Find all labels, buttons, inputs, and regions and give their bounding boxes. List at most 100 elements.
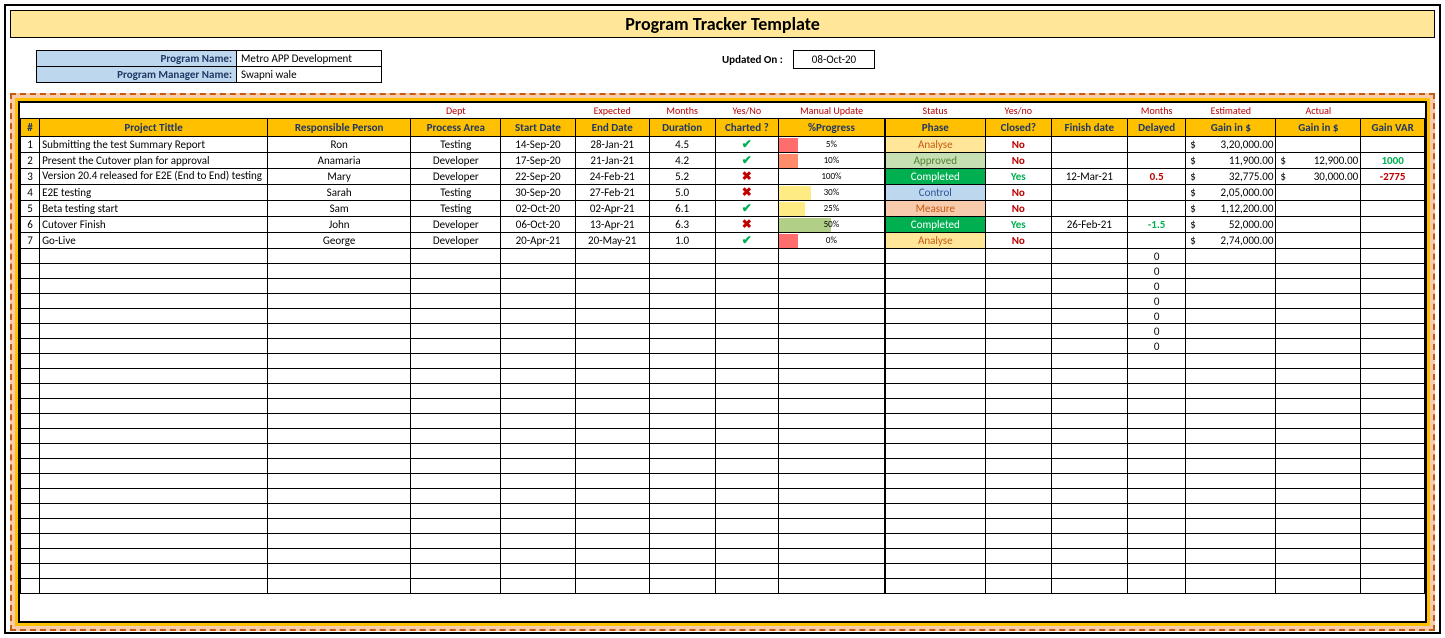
cell-empty[interactable] xyxy=(1276,249,1361,264)
cell-empty[interactable] xyxy=(1361,384,1425,399)
cell-empty[interactable] xyxy=(575,489,649,504)
cell-empty[interactable] xyxy=(715,414,779,429)
cell-empty[interactable] xyxy=(268,474,411,489)
cell-dur[interactable]: 6.3 xyxy=(649,217,715,233)
cell-empty[interactable] xyxy=(575,444,649,459)
cell-resp[interactable]: Anamaria xyxy=(268,153,411,169)
cell-gain-est[interactable]: $2,05,000.00 xyxy=(1186,185,1276,201)
cell-empty[interactable] xyxy=(21,429,40,444)
col-prog[interactable]: %Progress xyxy=(779,119,885,137)
cell-empty[interactable] xyxy=(1186,489,1276,504)
cell-resp[interactable]: Sam xyxy=(268,201,411,217)
cell-title[interactable]: Beta testing start xyxy=(40,201,268,217)
cell-empty[interactable] xyxy=(21,549,40,564)
cell-empty[interactable] xyxy=(40,264,268,279)
cell-empty[interactable] xyxy=(21,279,40,294)
cell-empty[interactable] xyxy=(779,354,885,369)
cell-empty[interactable] xyxy=(715,534,779,549)
col-title[interactable]: Project Tittle xyxy=(40,119,268,137)
cell-empty[interactable] xyxy=(1051,309,1127,324)
cell-empty[interactable] xyxy=(268,579,411,594)
cell-start[interactable]: 17-Sep-20 xyxy=(501,153,575,169)
cell-empty[interactable] xyxy=(985,339,1051,354)
cell-empty[interactable] xyxy=(1051,414,1127,429)
cell-empty[interactable] xyxy=(21,354,40,369)
cell-empty[interactable] xyxy=(885,384,986,399)
cell-var[interactable]: 1000 xyxy=(1361,153,1425,169)
cell-empty[interactable] xyxy=(885,294,986,309)
cell-empty[interactable] xyxy=(985,504,1051,519)
cell-empty[interactable] xyxy=(1361,264,1425,279)
cell-empty[interactable] xyxy=(268,459,411,474)
cell-phase[interactable]: Measure xyxy=(885,201,986,217)
cell-empty[interactable] xyxy=(40,579,268,594)
cell-delay[interactable] xyxy=(1127,201,1185,217)
cell-empty[interactable] xyxy=(649,369,715,384)
cell-empty[interactable] xyxy=(411,384,501,399)
cell-empty[interactable] xyxy=(501,324,575,339)
cell-num[interactable]: 1 xyxy=(21,137,40,153)
cell-empty[interactable] xyxy=(1186,429,1276,444)
col-var[interactable]: Gain VAR xyxy=(1361,119,1425,137)
cell-empty[interactable] xyxy=(1127,384,1185,399)
cell-empty[interactable] xyxy=(885,414,986,429)
cell-empty[interactable] xyxy=(1276,399,1361,414)
cell-empty[interactable] xyxy=(501,444,575,459)
cell-empty[interactable] xyxy=(649,429,715,444)
cell-delay[interactable] xyxy=(1127,233,1185,249)
col-dur[interactable]: Duration xyxy=(649,119,715,137)
cell-empty[interactable] xyxy=(21,339,40,354)
cell-empty[interactable] xyxy=(268,504,411,519)
cell-empty[interactable] xyxy=(575,399,649,414)
cell-empty[interactable] xyxy=(575,474,649,489)
col-delay[interactable]: Delayed xyxy=(1127,119,1185,137)
cell-empty[interactable] xyxy=(1276,489,1361,504)
cell-gain-est[interactable]: $32,775.00 xyxy=(1186,169,1276,185)
cell-empty[interactable] xyxy=(1361,504,1425,519)
cell-empty[interactable] xyxy=(411,534,501,549)
cell-empty[interactable] xyxy=(411,414,501,429)
cell-empty[interactable] xyxy=(1051,474,1127,489)
table-row[interactable]: 0 xyxy=(21,324,1425,339)
cell-empty[interactable] xyxy=(885,459,986,474)
cell-delay[interactable] xyxy=(1127,153,1185,169)
cell-empty[interactable] xyxy=(649,549,715,564)
cell-var[interactable]: -2775 xyxy=(1361,169,1425,185)
cell-empty[interactable] xyxy=(501,564,575,579)
cell-resp[interactable]: Mary xyxy=(268,169,411,185)
cell-empty[interactable] xyxy=(1276,519,1361,534)
cell-delay[interactable]: -1.5 xyxy=(1127,217,1185,233)
table-row[interactable]: 6Cutover FinishJohnDeveloper06-Oct-2013-… xyxy=(21,217,1425,233)
cell-empty[interactable] xyxy=(1276,579,1361,594)
cell-empty[interactable] xyxy=(1127,459,1185,474)
cell-empty[interactable] xyxy=(1276,369,1361,384)
cell-empty[interactable] xyxy=(1361,399,1425,414)
table-row[interactable] xyxy=(21,474,1425,489)
cell-empty[interactable] xyxy=(1127,354,1185,369)
table-row[interactable]: 1Submitting the test Summary ReportRonTe… xyxy=(21,137,1425,153)
cell-empty[interactable] xyxy=(885,579,986,594)
cell-dur[interactable]: 4.2 xyxy=(649,153,715,169)
cell-empty[interactable] xyxy=(21,294,40,309)
cell-empty[interactable] xyxy=(575,309,649,324)
cell-end[interactable]: 02-Apr-21 xyxy=(575,201,649,217)
cell-empty[interactable] xyxy=(779,489,885,504)
cell-area[interactable]: Testing xyxy=(411,137,501,153)
cell-empty[interactable] xyxy=(715,489,779,504)
cell-empty[interactable] xyxy=(649,504,715,519)
cell-empty[interactable] xyxy=(21,534,40,549)
cell-empty[interactable] xyxy=(715,429,779,444)
cell-empty[interactable] xyxy=(779,519,885,534)
cell-empty[interactable] xyxy=(1186,504,1276,519)
cell-empty[interactable] xyxy=(40,474,268,489)
cell-empty[interactable] xyxy=(1186,519,1276,534)
cell-empty[interactable] xyxy=(411,549,501,564)
cell-empty[interactable] xyxy=(1361,489,1425,504)
cell-empty[interactable] xyxy=(779,384,885,399)
cell-empty[interactable] xyxy=(715,384,779,399)
table-row[interactable] xyxy=(21,579,1425,594)
cell-empty[interactable] xyxy=(1051,339,1127,354)
cell-empty[interactable] xyxy=(985,384,1051,399)
cell-empty[interactable] xyxy=(501,384,575,399)
cell-empty[interactable] xyxy=(501,549,575,564)
